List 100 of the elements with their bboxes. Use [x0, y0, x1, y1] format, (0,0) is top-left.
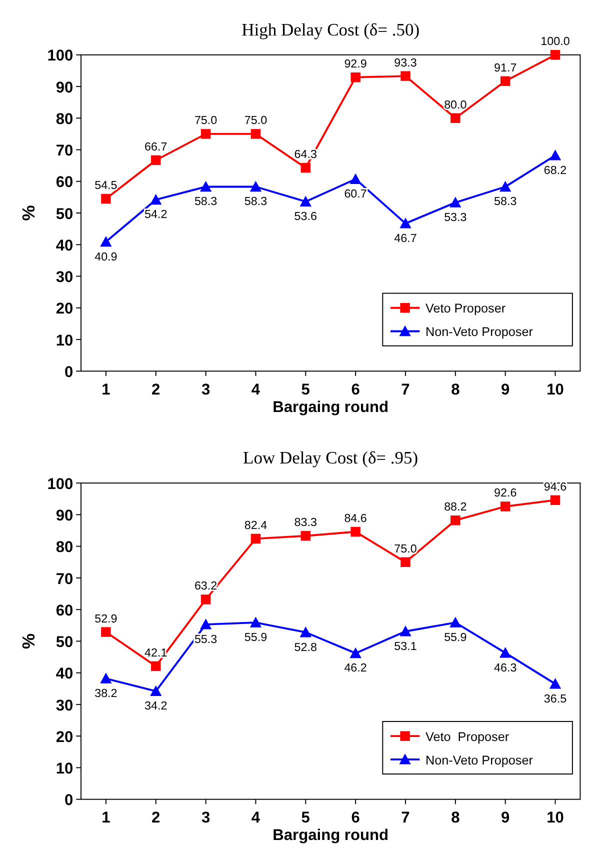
x-tick-label: 2	[152, 810, 161, 827]
data-label: 91.7	[494, 61, 517, 74]
data-label: 55.9	[244, 631, 268, 644]
point	[151, 661, 161, 672]
y-tick-label: 80	[56, 110, 74, 128]
data-label: 60.7	[344, 188, 367, 201]
x-tick-label: 3	[201, 810, 210, 827]
point	[450, 196, 462, 208]
point	[250, 616, 262, 628]
point	[150, 685, 162, 696]
x-tick-label: 7	[401, 381, 410, 398]
x-tick-label: 1	[102, 810, 111, 827]
point	[300, 196, 312, 206]
y-tick-label: 100	[47, 48, 74, 65]
x-tick-label: 1	[102, 381, 111, 398]
point	[400, 557, 410, 567]
y-tick-label: 70	[56, 570, 74, 588]
x-tick-label: 8	[451, 810, 460, 827]
data-label: 92.9	[344, 58, 367, 71]
point	[250, 129, 261, 139]
chart-title: Low Delay Cost (δ= .95)	[243, 448, 418, 468]
point	[300, 531, 311, 541]
data-label: 88.2	[444, 500, 467, 514]
point	[549, 150, 562, 160]
y-tick-label: 70	[56, 142, 74, 160]
chart-title: High Delay Cost (δ= .50)	[242, 19, 420, 40]
legend-label: Veto Proposer	[425, 730, 510, 744]
point	[200, 618, 212, 630]
point	[200, 594, 211, 604]
x-tick-label: 10	[546, 381, 564, 398]
data-label: 92.6	[494, 486, 517, 500]
point	[450, 616, 462, 628]
point	[150, 194, 162, 205]
x-tick-label: 6	[351, 810, 360, 827]
data-label: 75.0	[194, 114, 218, 128]
point	[101, 627, 111, 637]
data-label: 53.3	[444, 211, 467, 224]
y-tick-label: 10	[56, 760, 74, 778]
point	[500, 76, 510, 86]
y-tick-label: 90	[56, 79, 74, 96]
data-label: 40.9	[94, 250, 118, 264]
data-label: 53.6	[294, 210, 317, 224]
y-tick-label: 20	[56, 728, 74, 746]
point	[200, 129, 211, 139]
point	[549, 678, 562, 689]
point	[350, 72, 360, 82]
data-label: 66.7	[144, 140, 168, 154]
x-tick-label: 2	[152, 381, 161, 398]
point	[101, 194, 111, 204]
x-tick-label: 6	[351, 381, 360, 398]
x-tick-label: 3	[201, 381, 210, 398]
data-label: 46.2	[344, 662, 367, 675]
x-tick-label: 9	[501, 381, 510, 398]
y-tick-label: 50	[56, 206, 74, 223]
point	[350, 526, 360, 537]
x-tick-label: 7	[401, 810, 410, 827]
data-label: 34.2	[144, 700, 168, 713]
point	[550, 50, 560, 60]
point	[350, 173, 362, 184]
x-tick-label: 4	[251, 381, 260, 398]
data-label: 54.5	[94, 179, 118, 192]
data-label: 83.3	[294, 516, 317, 530]
point	[100, 236, 112, 247]
data-label: 53.1	[394, 640, 417, 653]
data-label: 75.0	[394, 542, 418, 556]
y-axis-title: %	[18, 632, 38, 649]
x-axis-title: Bargaing round	[272, 399, 389, 416]
legend-label: Non-Veto Proposer	[425, 753, 533, 768]
data-label: 58.3	[244, 195, 268, 208]
y-tick-label: 40	[56, 666, 74, 683]
point	[250, 534, 261, 544]
point	[400, 71, 410, 81]
y-tick-label: 20	[56, 300, 74, 318]
data-label: 54.2	[144, 208, 168, 222]
data-label: 80.0	[444, 98, 468, 112]
y-tick-label: 30	[56, 269, 74, 286]
x-tick-label: 5	[301, 381, 310, 398]
y-tick-label: 90	[56, 508, 74, 525]
x-tick-label: 9	[501, 810, 510, 827]
point	[400, 626, 412, 636]
data-label: 82.4	[244, 518, 268, 532]
x-tick-label: 5	[301, 810, 310, 827]
point	[400, 218, 412, 228]
y-tick-label: 80	[56, 539, 74, 556]
x-tick-label: 4	[251, 810, 260, 827]
data-label: 36.5	[544, 692, 567, 706]
point	[300, 626, 312, 638]
point	[500, 502, 510, 512]
data-label: 52.9	[94, 612, 118, 626]
data-label: 94.6	[544, 480, 567, 494]
point	[350, 647, 362, 658]
point	[499, 180, 512, 192]
data-label: 93.3	[394, 56, 417, 70]
data-label: 68.2	[544, 164, 567, 177]
x-tick-label: 10	[546, 810, 564, 827]
legend-label: Veto Proposer	[425, 302, 506, 316]
point	[151, 155, 161, 166]
data-label: 46.7	[394, 232, 417, 245]
y-tick-label: 30	[56, 697, 74, 714]
y-tick-label: 60	[56, 174, 74, 192]
